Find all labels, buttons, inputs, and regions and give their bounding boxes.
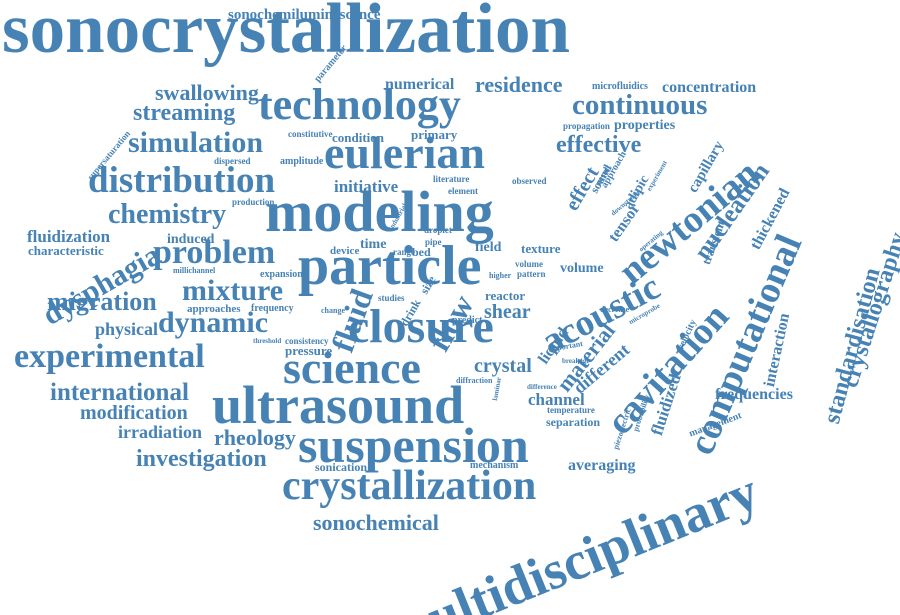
word-particle: particle xyxy=(298,235,482,297)
word-separation: separation xyxy=(546,415,600,429)
word-difference: difference xyxy=(527,383,557,391)
word-microfluidics: microfluidics xyxy=(592,81,648,92)
word-concentration: concentration xyxy=(662,79,757,96)
word-rheology: rheology xyxy=(214,425,296,450)
word-element: element xyxy=(448,186,478,196)
word-migration: migration xyxy=(47,287,157,316)
word-closure: closure xyxy=(348,300,494,353)
word-mixture: mixture xyxy=(182,274,284,307)
word-expansion: expansion xyxy=(260,269,303,280)
word-problem: problem xyxy=(153,234,276,271)
word-millichannel: millichannel xyxy=(173,266,216,275)
word-swallowing: swallowing xyxy=(155,80,259,105)
word-physical: physical xyxy=(95,319,159,339)
word-properties: properties xyxy=(614,118,676,133)
word-induced: induced xyxy=(167,232,215,247)
word-technology: technology xyxy=(258,80,461,129)
word-modification: modification xyxy=(80,402,188,424)
word-crystallization: crystallization xyxy=(282,463,537,509)
word-higher: higher xyxy=(489,271,512,280)
word-fluidization: fluidization xyxy=(27,227,111,246)
word-diffraction: diffraction xyxy=(456,376,493,385)
word-production: production xyxy=(232,197,275,207)
word-time: time xyxy=(360,237,387,252)
word-streaming: streaming xyxy=(133,100,236,126)
word-frequency: frequency xyxy=(251,303,294,314)
word-crystal: crystal xyxy=(474,355,532,377)
word-experimental: experimental xyxy=(14,338,205,375)
word-field: field xyxy=(475,240,502,255)
word-distribution: distribution xyxy=(88,160,276,201)
word-suspension: suspension xyxy=(298,417,529,473)
word-texture: texture xyxy=(521,241,561,256)
word-range: range xyxy=(393,247,415,257)
word-temperature: temperature xyxy=(547,405,595,415)
word-modeling: modeling xyxy=(265,179,494,244)
word-numerical: numerical xyxy=(385,76,455,93)
word-breakage: breakage xyxy=(562,357,590,365)
word-pressure: pressure xyxy=(285,343,333,358)
word-continuous: continuous xyxy=(572,89,708,121)
word-volume: volume xyxy=(560,261,604,276)
word-ultrasound: ultrasound xyxy=(212,375,465,435)
word-initiative: initiative xyxy=(334,177,399,196)
word-sonication: sonication xyxy=(315,460,368,474)
word-laminar: laminar xyxy=(491,376,504,402)
word-irradiation: irradiation xyxy=(118,422,202,442)
word-science: science xyxy=(283,342,421,393)
word-bed: bed xyxy=(412,245,431,259)
word-sonocrystallization: sonocrystallization xyxy=(2,0,570,68)
word-mechanism: mechanism xyxy=(470,460,519,471)
word-studies: studies xyxy=(378,293,405,303)
word-dispersed: dispersed xyxy=(214,156,251,166)
word-channel: channel xyxy=(528,390,585,409)
word-pipe: pipe xyxy=(425,237,442,247)
word-effective: effective xyxy=(556,132,642,158)
word-experiment: experiment xyxy=(645,159,669,193)
word-eulerian: eulerian xyxy=(324,127,485,178)
word-characteristic: characteristic xyxy=(28,243,104,258)
word-averaging: averaging xyxy=(568,457,636,474)
word-simulation: simulation xyxy=(128,126,264,159)
word-decrease: decrease xyxy=(600,305,630,314)
word-observed: observed xyxy=(512,176,547,186)
word-international: international xyxy=(50,379,189,406)
word-chemistry: chemistry xyxy=(108,199,227,230)
word-pattern: pattern xyxy=(517,269,546,279)
word-reactor: reactor xyxy=(485,288,526,303)
word-predict: predict xyxy=(452,315,483,326)
word-propagation: propagation xyxy=(563,121,610,131)
word-approaches: approaches xyxy=(187,303,241,315)
word-shear: shear xyxy=(484,301,531,323)
word-threshold: threshold xyxy=(253,337,282,345)
word-literature: literature xyxy=(433,174,470,184)
word-droplet: droplet xyxy=(424,225,452,235)
word-volume-small: volume xyxy=(515,259,543,269)
word-investigation: investigation xyxy=(136,446,267,472)
word-sonochemical: sonochemical xyxy=(313,510,439,535)
word-dynamic: dynamic xyxy=(158,306,269,339)
word-consistency: consistency xyxy=(285,336,329,346)
word-amplitude: amplitude xyxy=(280,156,324,167)
word-change: change xyxy=(321,306,345,315)
word-condition: condition xyxy=(332,130,385,145)
word-device: device xyxy=(330,245,360,257)
word-frequencies: frequencies xyxy=(715,386,793,403)
word-sonochemiluminescence: sonochemiluminescence xyxy=(228,7,381,23)
word-constitutive: constitutive xyxy=(288,129,333,139)
word-residence: residence xyxy=(475,72,563,97)
word-primary: primary xyxy=(411,127,458,142)
